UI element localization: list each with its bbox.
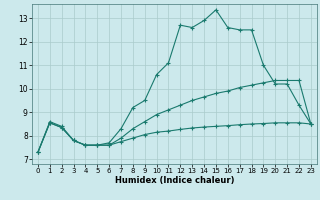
X-axis label: Humidex (Indice chaleur): Humidex (Indice chaleur) (115, 176, 234, 185)
